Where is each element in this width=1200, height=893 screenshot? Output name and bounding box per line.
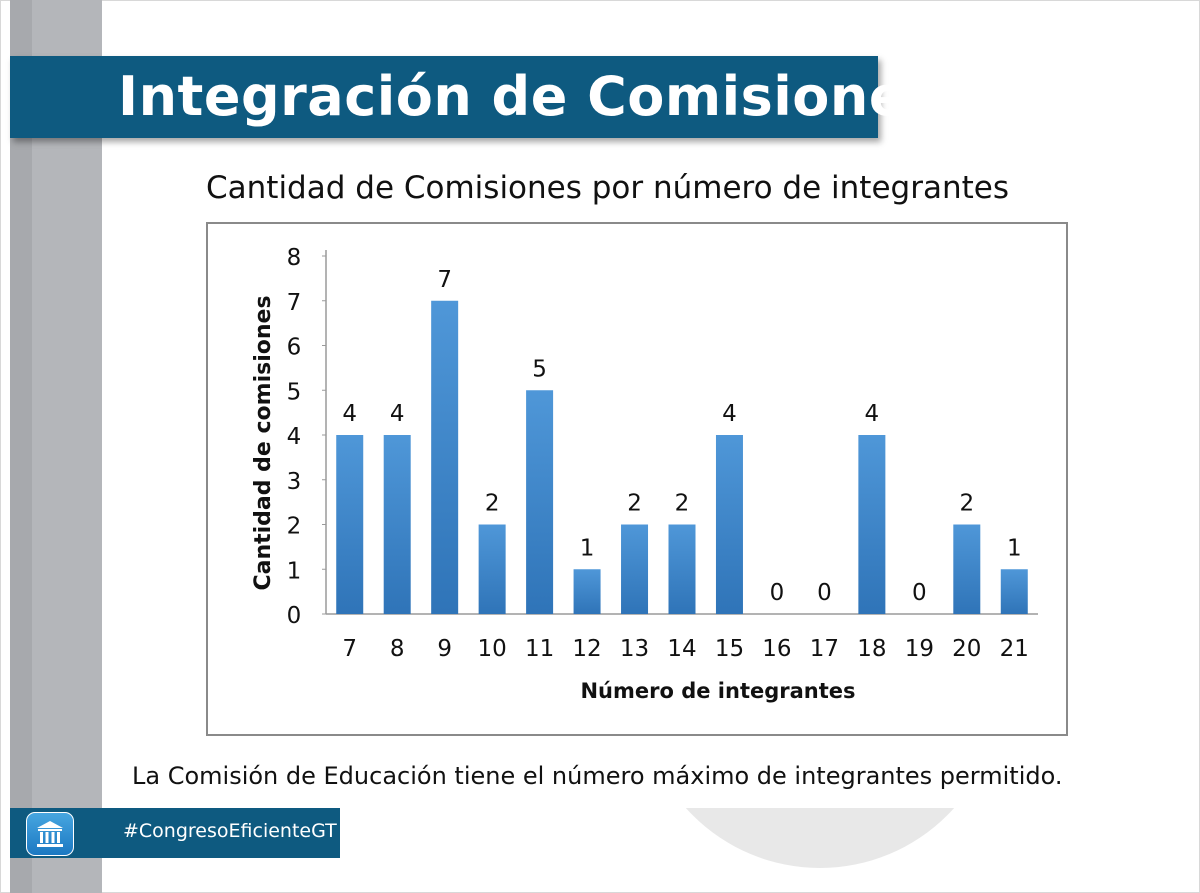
y-tick-label: 1 <box>287 558 302 584</box>
bar <box>1000 569 1028 614</box>
x-tick-label: 13 <box>620 636 649 662</box>
x-tick-label: 19 <box>905 636 934 662</box>
y-tick-label: 8 <box>287 245 302 271</box>
y-tick-label: 0 <box>287 603 302 629</box>
x-tick-label: 8 <box>390 636 405 662</box>
y-tick-label: 3 <box>287 469 302 495</box>
data-label: 2 <box>959 491 974 517</box>
x-tick-label: 7 <box>342 636 357 662</box>
x-tick-label: 10 <box>477 636 506 662</box>
data-label: 4 <box>722 401 737 427</box>
bar <box>526 390 554 614</box>
footer-hashtag: #CongresoEficienteGT <box>123 820 337 842</box>
bar <box>573 569 601 614</box>
congress-building-icon <box>26 812 74 856</box>
y-tick-label: 6 <box>287 335 302 361</box>
decorative-arc <box>640 808 1000 868</box>
data-label: 0 <box>770 580 785 606</box>
y-tick-label: 5 <box>287 379 302 405</box>
bar <box>383 435 411 614</box>
bar <box>715 435 743 614</box>
x-tick-label: 15 <box>715 636 744 662</box>
x-tick-label: 9 <box>437 636 452 662</box>
x-tick-label: 11 <box>525 636 554 662</box>
title-banner <box>10 56 878 138</box>
y-tick-label: 4 <box>287 424 302 450</box>
x-tick-label: 16 <box>762 636 791 662</box>
data-label: 4 <box>865 401 880 427</box>
data-label: 2 <box>675 491 690 517</box>
x-tick-label: 12 <box>572 636 601 662</box>
data-label: 2 <box>485 491 500 517</box>
bar <box>858 435 886 614</box>
data-label: 4 <box>342 401 357 427</box>
bar <box>478 524 506 614</box>
data-label: 2 <box>627 491 642 517</box>
left-bar-shade <box>10 0 32 893</box>
bar <box>336 435 364 614</box>
y-tick-label: 2 <box>287 514 302 540</box>
data-label: 1 <box>1007 535 1022 561</box>
x-tick-label: 18 <box>857 636 886 662</box>
y-axis-title-group: Cantidad de comisiones <box>251 295 276 590</box>
chart-frame: Cantidad de comisiones Número de integra… <box>206 222 1068 736</box>
x-tick-label: 21 <box>1000 636 1029 662</box>
data-label: 4 <box>390 401 405 427</box>
data-label: 0 <box>817 580 832 606</box>
slide-title: Integración de Comisiones <box>118 65 939 128</box>
x-tick-label: 14 <box>667 636 696 662</box>
bar <box>621 524 649 614</box>
x-axis-title: Número de integrantes <box>580 679 855 703</box>
slide-caption: La Comisión de Educación tiene el número… <box>132 762 1063 790</box>
bar-chart: Cantidad de comisiones Número de integra… <box>251 245 1038 703</box>
data-label: 7 <box>437 267 452 293</box>
y-tick-label: 7 <box>287 290 302 316</box>
x-tick-label: 20 <box>952 636 981 662</box>
data-label: 5 <box>532 356 547 382</box>
data-label: 0 <box>912 580 927 606</box>
y-axis-title: Cantidad de comisiones <box>251 295 276 590</box>
bar <box>953 524 981 614</box>
data-label: 1 <box>580 535 595 561</box>
bar <box>668 524 696 614</box>
bar <box>431 300 459 614</box>
x-tick-label: 17 <box>810 636 839 662</box>
chart-title: Cantidad de Comisiones por número de int… <box>206 170 1009 206</box>
